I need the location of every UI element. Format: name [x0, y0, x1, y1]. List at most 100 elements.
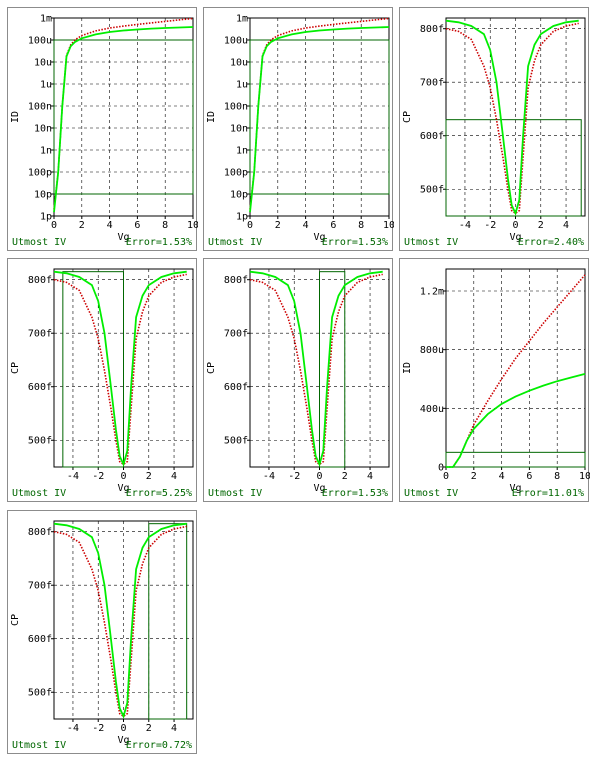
- y-tick-label: 600f: [28, 634, 52, 645]
- x-tick-label: 2: [471, 471, 477, 482]
- x-tick-label: -4: [67, 723, 79, 734]
- footer-app-name: Utmost IV: [208, 237, 263, 248]
- x-axis-label: Vg: [509, 483, 521, 494]
- chart-5: -4 -2 0 2 4 500f 600f 700f 800f Vg CP: [206, 268, 390, 494]
- x-axis-label: Vg: [313, 232, 325, 243]
- x-tick-label: -2: [92, 723, 104, 734]
- x-tick-label: 0: [316, 471, 322, 482]
- y-tick-label: 100n: [224, 102, 248, 113]
- x-tick-label: -2: [288, 471, 300, 482]
- chart-2: 0 2 4 6 8 10 1p 10p 100p 1n 10n 100n 1u 10u 100u 1m Vg ID: [206, 14, 394, 244]
- x-tick-label: -4: [263, 471, 275, 482]
- x-tick-label: 10: [383, 220, 394, 231]
- measured-curve: [53, 273, 187, 466]
- plot-panel-3: -4 -2 0 2 4 500f 600f 700f 800f Vg CP Utmost IV Er…: [399, 7, 589, 251]
- plot-area-frame: [249, 17, 390, 217]
- x-tick-label: 0: [51, 220, 57, 231]
- y-tick-label: 500f: [224, 436, 248, 447]
- simulated-curve: [249, 270, 383, 467]
- y-tick-label: 10p: [34, 190, 52, 201]
- x-tick-label: 8: [358, 220, 364, 231]
- fit-window-rect[interactable]: [148, 523, 188, 720]
- x-tick-label: 2: [146, 471, 152, 482]
- y-tick-label: 1n: [40, 146, 52, 157]
- x-axis-label: Vg: [509, 232, 521, 243]
- x-tick-label: 0: [120, 471, 126, 482]
- y-axis-label: CP: [10, 362, 21, 374]
- footer-error: Error=0.72%: [125, 740, 192, 751]
- x-tick-label: 10: [579, 471, 590, 482]
- measured-curve: [446, 274, 586, 468]
- fit-window-rect[interactable]: [445, 119, 582, 217]
- measured-curve: [249, 17, 390, 210]
- x-axis-label: Vg: [117, 483, 129, 494]
- y-tick-label: 1m: [40, 14, 52, 25]
- y-axis-label: CP: [206, 362, 217, 374]
- simulated-curve: [53, 26, 194, 213]
- y-tick-label: 1u: [40, 80, 52, 91]
- plot-panel-2: 0 2 4 6 8 10 1p 10p 100p 1n 10n 100n 1u 10u 100u 1m Vg ID…: [203, 7, 394, 251]
- x-tick-label: 10: [187, 220, 198, 231]
- footer-error: Error=1.53%: [321, 237, 388, 248]
- footer-app-name: Utmost IV: [208, 488, 263, 499]
- footer-app-name: Utmost IV: [12, 237, 67, 248]
- plot-panel-5: -4 -2 0 2 4 500f 600f 700f 800f Vg CP Utmost IV Er…: [203, 258, 393, 502]
- plot-panel-6: 0 2 4 6 8 10 0 400u 800u 1.2m Vg ID Utmost IV Error…: [399, 258, 590, 502]
- y-axis-label: CP: [10, 614, 21, 626]
- y-tick-label: 600f: [224, 382, 248, 393]
- chart-3: -4 -2 0 2 4 500f 600f 700f 800f Vg CP: [402, 17, 586, 243]
- y-tick-label: 700f: [28, 329, 52, 340]
- y-tick-label: 600f: [420, 131, 444, 142]
- y-tick-label: 100p: [224, 168, 248, 179]
- fit-window-rect[interactable]: [319, 271, 346, 468]
- x-tick-label: 2: [538, 220, 544, 231]
- chart-4: -4 -2 0 2 4 500f 600f 700f 800f Vg CP: [10, 268, 194, 494]
- y-tick-label: 100u: [224, 36, 248, 47]
- y-tick-label: 10n: [230, 124, 248, 135]
- y-tick-label: 1p: [40, 212, 52, 223]
- y-tick-label: 10u: [230, 58, 248, 69]
- fit-window-rect[interactable]: [445, 451, 586, 468]
- x-tick-label: 4: [171, 723, 177, 734]
- y-tick-label: 1.2m: [420, 287, 444, 298]
- x-tick-label: 2: [79, 220, 85, 231]
- y-tick-label: 600f: [28, 382, 52, 393]
- chart-6: 0 2 4 6 8 10 0 400u 800u 1.2m Vg ID: [402, 268, 590, 494]
- y-tick-label: 400u: [420, 404, 444, 415]
- fit-window-rect[interactable]: [62, 271, 124, 468]
- y-tick-label: 0: [438, 463, 444, 474]
- x-tick-label: 4: [171, 471, 177, 482]
- simulated-curve: [53, 270, 187, 467]
- chart-1: 0 2 4 6 8 10 1p 10p 100p 1n 10n 100n 1u 10u 100u 1m Vg ID: [10, 14, 198, 244]
- plot-panel-7: -4 -2 0 2 4 500f 600f 700f 800f Vg CP Utmost IV Er…: [7, 510, 197, 754]
- fit-window-rect[interactable]: [53, 39, 194, 195]
- y-tick-label: 100p: [28, 168, 52, 179]
- y-tick-label: 800f: [224, 275, 248, 286]
- y-tick-label: 100n: [28, 102, 52, 113]
- simulated-curve: [445, 19, 579, 216]
- y-axis-label: CP: [402, 111, 413, 123]
- footer-error: Error=2.40%: [517, 237, 584, 248]
- footer-error: Error=5.25%: [125, 488, 192, 499]
- x-axis-label: Vg: [117, 232, 129, 243]
- y-tick-label: 1u: [236, 80, 248, 91]
- measured-curve: [53, 525, 187, 718]
- x-axis-label: Vg: [313, 483, 325, 494]
- footer-error: Error=1.53%: [125, 237, 192, 248]
- y-tick-label: 10p: [230, 190, 248, 201]
- footer-app-name: Utmost IV: [404, 488, 459, 499]
- x-axis-label: Vg: [117, 735, 129, 746]
- fit-window-rect[interactable]: [249, 39, 390, 195]
- x-tick-label: 0: [120, 723, 126, 734]
- x-tick-label: -4: [459, 220, 471, 231]
- x-tick-label: 0: [512, 220, 518, 231]
- x-tick-label: 8: [554, 471, 560, 482]
- y-tick-label: 10n: [34, 124, 52, 135]
- x-tick-label: -2: [92, 471, 104, 482]
- simulated-curve: [53, 522, 187, 719]
- x-tick-label: 6: [134, 220, 140, 231]
- y-axis-label: ID: [402, 362, 413, 374]
- x-tick-label: -2: [484, 220, 496, 231]
- footer-error: Error=11.01%: [511, 488, 584, 499]
- x-tick-label: 6: [330, 220, 336, 231]
